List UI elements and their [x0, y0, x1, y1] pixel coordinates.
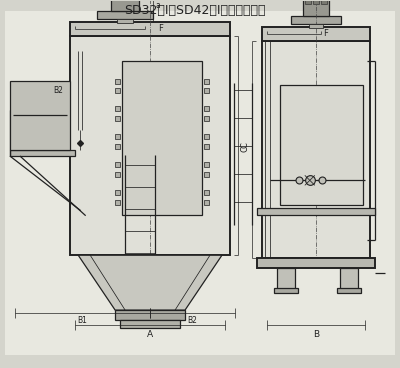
Polygon shape — [78, 255, 222, 310]
Text: B1: B1 — [77, 316, 87, 325]
Bar — [115, 134, 120, 139]
Bar — [204, 116, 209, 121]
Bar — [10, 151, 75, 156]
Bar — [337, 288, 361, 293]
Bar — [70, 22, 230, 36]
Bar — [115, 78, 120, 84]
Bar — [204, 190, 209, 195]
Text: F: F — [323, 29, 328, 38]
Bar — [303, 0, 329, 15]
Bar — [204, 78, 209, 84]
Text: SD32－Ⅰ、SD42－Ⅰ收塵器结构图: SD32－Ⅰ、SD42－Ⅰ收塵器结构图 — [124, 4, 266, 17]
Bar — [115, 172, 120, 177]
Text: B2: B2 — [53, 86, 63, 95]
Bar — [204, 162, 209, 167]
Bar — [340, 268, 358, 290]
Bar — [111, 0, 139, 11]
Bar — [280, 85, 363, 205]
Text: B: B — [313, 330, 319, 339]
Bar — [10, 81, 70, 151]
Bar — [277, 268, 295, 290]
Text: C: C — [240, 142, 250, 148]
Bar — [204, 172, 209, 177]
Bar — [262, 26, 370, 40]
Bar — [115, 162, 120, 167]
Bar — [115, 190, 120, 195]
Bar — [115, 106, 120, 112]
Bar — [204, 144, 209, 149]
Bar — [313, 0, 319, 4]
Bar — [257, 208, 375, 215]
Bar — [117, 19, 133, 22]
Bar — [321, 0, 327, 4]
Bar — [115, 144, 120, 149]
Bar — [204, 106, 209, 112]
Bar — [122, 61, 202, 215]
Bar — [309, 24, 323, 28]
Bar — [115, 310, 185, 320]
Text: F: F — [158, 24, 162, 33]
Bar — [115, 200, 120, 205]
Bar — [120, 320, 180, 328]
Bar — [115, 116, 120, 121]
Bar — [262, 40, 370, 258]
Bar — [204, 134, 209, 139]
Text: B2: B2 — [187, 316, 197, 325]
Bar — [204, 200, 209, 205]
Bar — [97, 11, 153, 19]
Bar — [115, 88, 120, 93]
Bar — [257, 258, 375, 268]
Bar — [305, 0, 311, 4]
Text: A: A — [147, 330, 153, 339]
Bar — [120, 255, 165, 263]
Bar — [274, 288, 298, 293]
Bar — [204, 88, 209, 93]
Text: C: C — [240, 146, 250, 152]
Text: a: a — [155, 1, 160, 10]
Bar — [291, 15, 341, 24]
Bar — [70, 36, 230, 255]
